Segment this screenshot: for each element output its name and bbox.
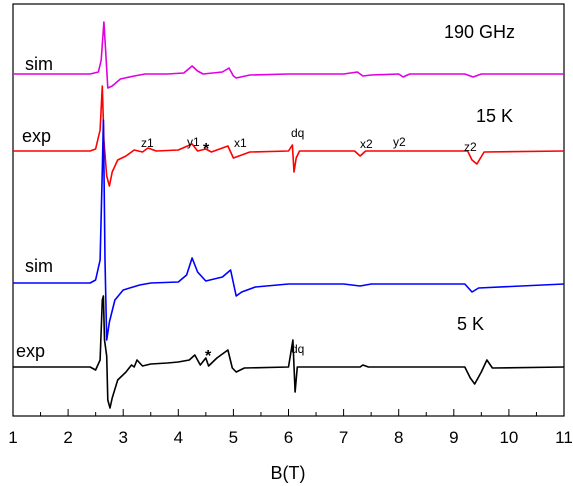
x-tick-label: 9 [449, 428, 458, 447]
temperature-5k-label: 5 K [457, 314, 484, 334]
x-tick-label: 6 [284, 428, 293, 447]
x-tick-label: 1 [8, 428, 17, 447]
x-tick-label: 8 [394, 428, 403, 447]
impurity-star-top: * [203, 141, 210, 158]
peak-label-y1: y1 [187, 135, 200, 149]
peak-label-dq-top: dq [291, 126, 304, 140]
exp-15k-trace [13, 85, 565, 187]
x-tick-label: 3 [118, 428, 127, 447]
x-axis-tick-labels: 1 2 3 4 5 6 7 8 9 10 11 [8, 428, 573, 447]
spectra-series [13, 21, 565, 409]
x-tick-label: 7 [339, 428, 348, 447]
x-tick-label: 2 [63, 428, 72, 447]
peak-label-x2: x2 [360, 137, 373, 151]
exp-label-top: exp [22, 126, 51, 146]
plot-frame [12, 3, 565, 417]
frequency-label: 190 GHz [444, 22, 515, 42]
peak-label-z1: z1 [141, 136, 154, 150]
sim-label-bottom: sim [25, 256, 53, 276]
x-tick-label: 4 [174, 428, 183, 447]
sim-5k-trace [13, 119, 565, 341]
exp-5k-trace [13, 295, 565, 409]
x-tick-label: 10 [499, 428, 518, 447]
peak-label-z2: z2 [464, 140, 477, 154]
impurity-star-bottom: * [205, 348, 212, 365]
x-axis-label: B(T) [271, 463, 306, 483]
sim-190ghz-15k-trace [13, 21, 564, 89]
x-axis-ticks [12, 409, 565, 416]
x-tick-label: 11 [555, 428, 573, 447]
temperature-15k-label: 15 K [476, 106, 513, 126]
x-tick-label: 5 [229, 428, 238, 447]
sim-label-top: sim [25, 54, 53, 74]
peak-label-dq-bottom: dq [291, 342, 304, 356]
peak-label-y2: y2 [393, 135, 406, 149]
peak-label-x1: x1 [234, 136, 247, 150]
exp-label-bottom: exp [16, 341, 45, 361]
